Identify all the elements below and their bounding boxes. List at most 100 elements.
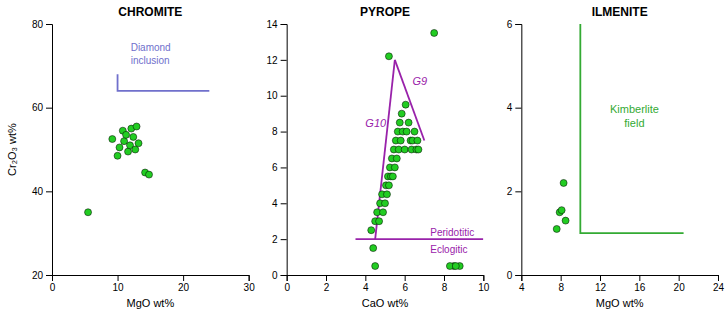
plot-area [355,29,483,269]
tick-mark [46,191,52,192]
annotation: G10 [365,117,387,129]
point [558,207,565,214]
tick: 20 [178,275,190,293]
tick: 4 [519,275,525,293]
point [431,29,438,36]
tick: 2 [324,275,330,293]
point [372,263,379,270]
point [402,101,409,108]
tick-label: 80 [32,19,44,30]
points [553,179,569,232]
tick-label: 60 [32,102,44,113]
tick: 10 [267,90,287,101]
point [382,200,389,207]
tick-mark [639,275,640,281]
tick-label: 20 [674,282,686,293]
tick-label: 8 [272,126,278,137]
tick: 16 [634,275,646,293]
y-axis-title: Cr₂O₃ wt% [6,123,18,176]
tick-mark [281,132,287,133]
x-axis-title: MgO wt% [126,297,174,309]
tick: 2 [272,234,287,245]
title: CHROMITE [118,5,182,19]
tick-mark [281,167,287,168]
tick-mark [515,24,521,25]
point [114,152,121,159]
tick: 60 [32,102,52,113]
tick-label: 10 [112,282,124,293]
axis-line [522,276,719,282]
tick-mark [281,239,287,240]
figure: 010203020406080CHROMITEMgO wt%Cr₂O₃ wt%D… [0,0,726,313]
point [380,209,387,216]
tick-label: 2 [272,234,278,245]
line [355,238,483,240]
tick-label: 4 [519,282,525,293]
tick-mark [405,275,406,281]
point [383,191,390,198]
tick-label: 10 [478,282,490,293]
tick-label: 4 [272,198,278,209]
point [452,263,459,270]
point [133,123,140,130]
tick-label: 0 [507,270,513,281]
y-axis: 20 40 60 80 [32,19,53,281]
tick: 40 [32,186,52,197]
point [560,179,567,186]
points [85,123,153,216]
line [395,60,425,141]
tick-label: 30 [244,282,256,293]
point [109,136,116,143]
point [376,218,383,225]
tick: 6 [402,275,408,293]
point [123,131,130,138]
title: PYROPE [360,5,410,19]
x-axis-title: MgO wt% [596,297,644,309]
line [580,24,683,233]
tick-mark [444,275,445,281]
tick-mark [515,191,521,192]
tick-mark [118,275,119,281]
line [118,74,210,91]
point [391,164,398,171]
tick: 8 [442,275,448,293]
annotation: Diamondinclusion [131,42,171,66]
tick-mark [718,275,719,281]
tick-mark [249,275,250,281]
tick-label: 16 [634,282,646,293]
tick-label: 0 [272,270,278,281]
tick: 8 [558,275,564,293]
point [396,119,403,126]
tick-label: 2 [324,282,330,293]
tick: 20 [674,275,686,293]
tick: 0 [272,270,287,281]
axis-line [281,25,288,276]
tick-mark [483,275,484,281]
point [135,140,142,147]
tick-mark [46,24,52,25]
tick: 0 [507,270,522,281]
tick-mark [515,108,521,109]
point [132,146,139,153]
tick-mark [326,275,327,281]
point [414,137,421,144]
panel: 48121620240246ILMENITEMgO wt%Kimberlitef… [507,5,725,309]
tick-label: 40 [32,186,44,197]
tick-mark [515,275,521,276]
tick-label: 0 [50,282,56,293]
point [389,173,396,180]
tick: 8 [272,126,287,137]
tick: 12 [267,55,287,66]
tick-label: 20 [32,270,44,281]
point [121,138,128,145]
tick: 4 [272,198,287,209]
tick-label: 14 [267,19,279,30]
annotation: G9 [413,75,428,87]
point [85,209,92,216]
annotation: Eclogitic [430,245,467,256]
tick: 80 [32,19,52,30]
x-axis: 4812162024 [519,275,724,293]
annotation: Kimberlitefield [610,103,659,129]
tick-label: 0 [284,282,290,293]
tick-mark [46,108,52,109]
